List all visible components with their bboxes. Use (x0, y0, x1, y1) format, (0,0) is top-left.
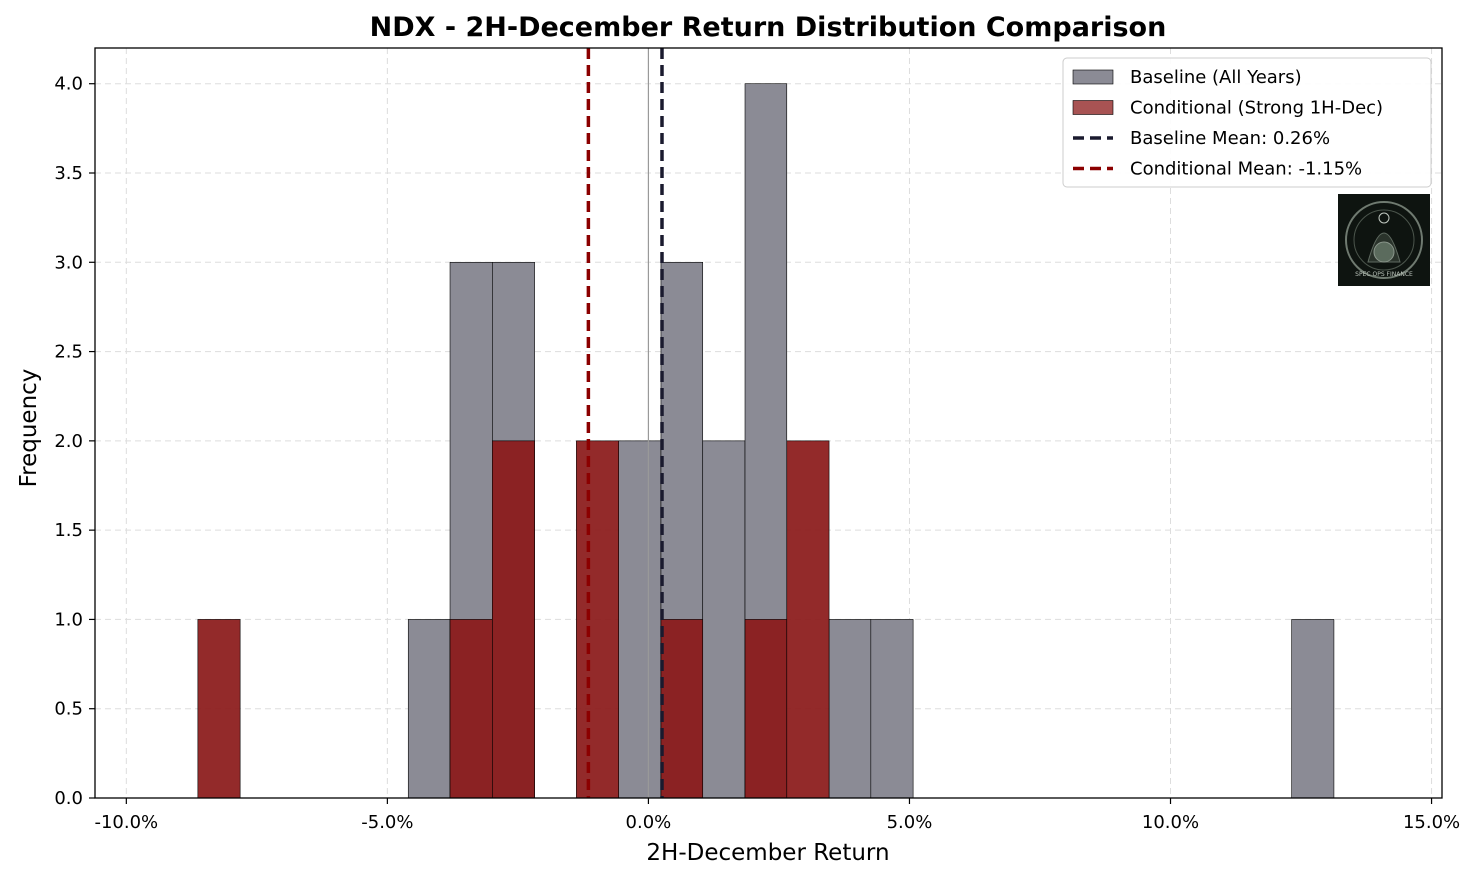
y-tick-label: 3.0 (54, 252, 83, 273)
x-axis-label: 2H-December Return (646, 840, 889, 866)
y-tick-label: 2.0 (54, 431, 83, 452)
baseline-bar (407, 619, 451, 799)
conditional-bar (744, 619, 788, 799)
conditional-bar (576, 440, 619, 799)
y-axis-label: Frequency (16, 369, 42, 488)
x-axis-ticks: -10.0% -5.0% 0.0% 5.0% 10.0% 15.0% (94, 798, 1460, 833)
y-tick-label: 0.5 (54, 699, 83, 720)
y-tick-label: 2.5 (54, 342, 83, 363)
conditional-bar (660, 619, 704, 799)
baseline-bar (618, 440, 662, 799)
y-tick-label: 4.0 (54, 74, 83, 95)
baseline-bar (828, 619, 872, 799)
x-tick-label: 15.0% (1403, 812, 1460, 833)
y-tick-label: 0.0 (54, 788, 83, 809)
watermark-logo: SPEC OPS FINANCE (1338, 194, 1430, 286)
y-tick-label: 3.5 (54, 163, 83, 184)
x-tick-label: 5.0% (887, 812, 933, 833)
x-tick-label: -5.0% (361, 812, 413, 833)
baseline-bar (702, 440, 746, 799)
legend-baseline-swatch (1072, 69, 1114, 85)
x-tick-label: 0.0% (626, 812, 672, 833)
conditional-bar (197, 619, 241, 799)
watermark-globe-icon (1373, 241, 1395, 263)
x-tick-label: 10.0% (1142, 812, 1199, 833)
legend-conditional-label: Conditional (Strong 1H-Dec) (1130, 98, 1383, 119)
watermark-badge-icon (1378, 212, 1390, 224)
x-tick-label: -10.0% (94, 812, 158, 833)
conditional-bar (449, 619, 493, 799)
legend-conditional-swatch (1072, 100, 1114, 115)
legend-conditional-mean-label: Conditional Mean: -1.15% (1130, 159, 1362, 180)
baseline-bar (870, 619, 914, 799)
watermark-text: SPEC OPS FINANCE (1355, 271, 1413, 278)
histogram-bars (197, 83, 1335, 799)
watermark-inner-ring (1353, 209, 1415, 271)
legend-box (1062, 57, 1432, 188)
legend: Baseline (All Years) Conditional (Strong … (1062, 57, 1432, 188)
y-tick-label: 1.5 (54, 520, 83, 541)
reference-lines (586, 48, 664, 798)
conditional-bar (786, 440, 830, 799)
legend-baseline-label: Baseline (All Years) (1130, 67, 1302, 88)
chart-title: NDX - 2H-December Return Distribution Co… (370, 12, 1167, 43)
watermark-ring (1345, 201, 1423, 279)
y-tick-label: 1.0 (54, 609, 83, 630)
y-axis-ticks: 0.0 0.5 1.0 1.5 2.0 2.5 3.0 3.5 4.0 (54, 74, 95, 809)
plot-frame (94, 47, 1443, 799)
conditional-bar (492, 440, 535, 799)
baseline-bar (1291, 619, 1335, 799)
legend-baseline-mean-label: Baseline Mean: 0.26% (1130, 128, 1330, 149)
